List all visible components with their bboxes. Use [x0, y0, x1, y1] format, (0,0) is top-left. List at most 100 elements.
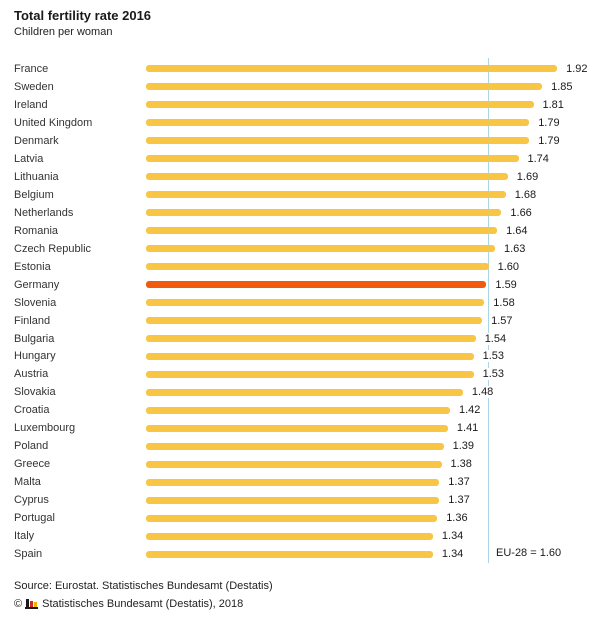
country-label: Netherlands	[14, 206, 74, 219]
chart-row: Ireland 1.81	[0, 96, 600, 114]
fertility-bar	[146, 119, 530, 127]
country-label: Lithuania	[14, 170, 59, 183]
country-label: Greece	[14, 458, 51, 471]
value-label: 1.37	[447, 476, 471, 489]
fertility-bar	[146, 245, 495, 253]
chart-row: Hungary 1.53	[0, 348, 600, 366]
eu-reference-line	[487, 58, 490, 563]
chart-row: Estonia 1.60	[0, 258, 600, 276]
country-label: Latvia	[14, 152, 44, 165]
bar-area: 1.66	[146, 204, 600, 222]
country-label: Ireland	[14, 98, 48, 111]
value-label: 1.59	[494, 278, 518, 291]
fertility-bar	[146, 65, 558, 73]
chart-row: Croatia 1.42	[0, 401, 600, 419]
chart-subtitle: Children per woman	[14, 26, 113, 38]
bar-area: 1.53	[146, 365, 600, 383]
bar-area: 1.85	[146, 78, 600, 96]
chart-row: Finland 1.57	[0, 312, 600, 330]
bar-area: 1.92	[146, 60, 600, 78]
value-label: 1.85	[550, 80, 574, 93]
chart-row: Portugal 1.36	[0, 509, 600, 527]
chart-row: Lithuania 1.69	[0, 168, 600, 186]
country-label: Finland	[14, 314, 51, 327]
country-label: Poland	[14, 440, 49, 453]
fertility-bar	[146, 370, 474, 378]
chart-row: Slovenia 1.58	[0, 294, 600, 312]
chart-row: Greece 1.38	[0, 455, 600, 473]
fertility-bar	[146, 137, 530, 145]
bar-area: 1.42	[146, 401, 600, 419]
bar-area: 1.39	[146, 437, 600, 455]
chart-row: Belgium 1.68	[0, 186, 600, 204]
fertility-bar	[146, 424, 448, 432]
value-label: 1.36	[445, 512, 469, 525]
fertility-bar	[146, 460, 442, 468]
copyright-symbol: ©	[14, 598, 23, 610]
country-label: Portugal	[14, 512, 55, 525]
country-label: Spain	[14, 548, 43, 561]
country-label: United Kingdom	[14, 116, 93, 129]
value-label: 1.63	[503, 242, 527, 255]
country-label: Germany	[14, 278, 60, 291]
copyright-text: Statistisches Bundesamt (Destatis), 2018	[42, 598, 244, 610]
value-label: 1.64	[505, 224, 529, 237]
chart-row: Cyprus 1.37	[0, 491, 600, 509]
copyright-line: © Statistisches Bundesamt (Destatis), 20…	[14, 598, 243, 610]
chart-row: Slovakia 1.48	[0, 383, 600, 401]
country-label: Denmark	[14, 134, 59, 147]
chart-row: Czech Republic 1.63	[0, 240, 600, 258]
chart-row: Latvia 1.74	[0, 150, 600, 168]
fertility-bar	[146, 532, 433, 540]
value-label: 1.39	[451, 440, 476, 453]
bar-area: 1.34	[146, 545, 600, 563]
bar-area: 1.81	[146, 96, 600, 114]
bar-area: 1.54	[146, 330, 600, 348]
bar-area: 1.69	[146, 168, 600, 186]
value-label: 1.74	[526, 152, 550, 165]
value-label: 1.57	[490, 314, 514, 327]
value-label: 1.53	[481, 350, 506, 363]
country-label: Belgium	[14, 188, 54, 201]
country-label: Hungary	[14, 350, 56, 363]
chart-title: Total fertility rate 2016	[14, 8, 152, 23]
chart-row: Romania 1.64	[0, 222, 600, 240]
bar-area: 1.48	[146, 383, 600, 401]
value-label: 1.92	[565, 62, 589, 75]
country-label: Slovenia	[14, 296, 57, 309]
country-label: Bulgaria	[14, 332, 55, 345]
chart-row: Bulgaria 1.54	[0, 330, 600, 348]
bar-area: 1.79	[146, 132, 600, 150]
value-label: 1.42	[458, 404, 482, 417]
fertility-bar	[146, 335, 476, 343]
value-label: 1.37	[447, 494, 471, 507]
value-label: 1.34	[440, 548, 465, 561]
fertility-bar	[146, 406, 450, 414]
fertility-bar	[146, 227, 498, 235]
value-label: 1.79	[537, 134, 561, 147]
chart-row: Germany 1.59	[0, 276, 600, 294]
chart-row: Luxembourg 1.41	[0, 419, 600, 437]
fertility-bar	[146, 83, 543, 91]
eu-reference-label: EU-28 = 1.60	[496, 547, 562, 559]
chart-rows: France 1.92 Sweden 1.85 Ireland 1.81 Uni…	[0, 60, 600, 563]
fertility-bar	[146, 496, 440, 504]
value-label: 1.41	[455, 422, 480, 435]
chart-row: United Kingdom 1.79	[0, 114, 600, 132]
fertility-bar	[146, 514, 438, 522]
fertility-bar	[146, 191, 506, 199]
country-label: Czech Republic	[14, 242, 92, 255]
country-label: Sweden	[14, 80, 54, 93]
fertility-bar	[146, 173, 508, 181]
chart-row: Sweden 1.85	[0, 78, 600, 96]
fertility-bar-chart: France 1.92 Sweden 1.85 Ireland 1.81 Uni…	[0, 58, 600, 563]
fertility-bar	[146, 263, 489, 271]
country-label: Slovakia	[14, 386, 56, 399]
value-label: 1.81	[541, 98, 565, 111]
value-label: 1.66	[509, 206, 533, 219]
fertility-bar	[146, 352, 474, 360]
bar-area: 1.37	[146, 491, 600, 509]
bar-area: 1.79	[146, 114, 600, 132]
country-label: Romania	[14, 224, 59, 237]
fertility-bar	[146, 299, 485, 307]
